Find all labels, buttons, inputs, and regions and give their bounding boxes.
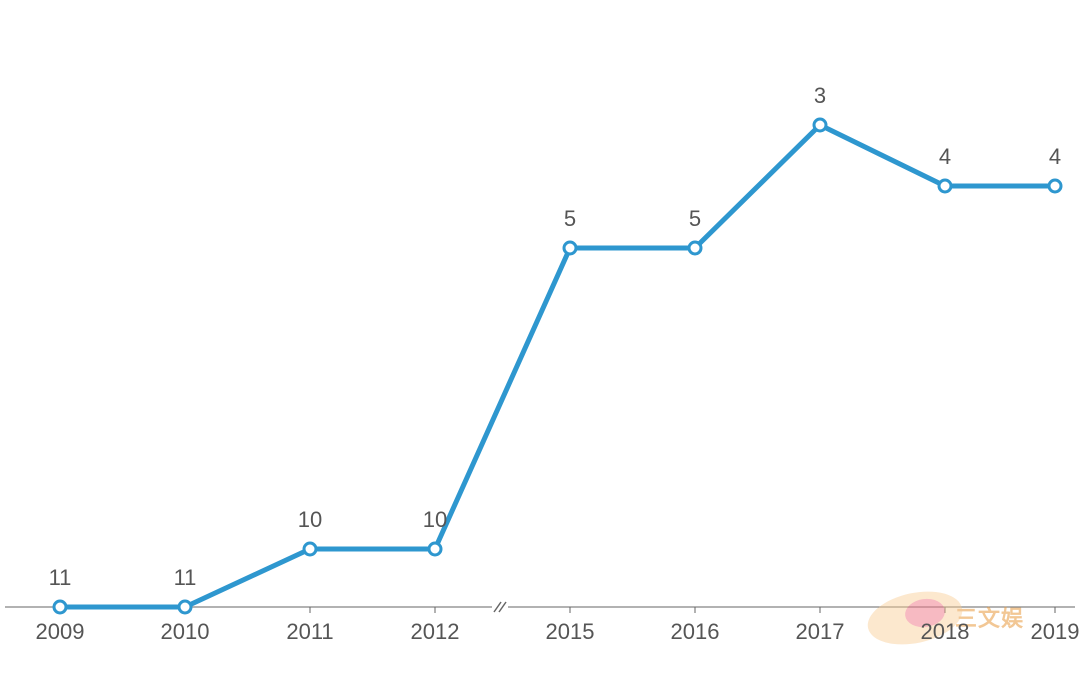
x-axis-label: 2018 [921,619,970,645]
data-point-label: 10 [298,507,322,533]
x-axis-label: 2010 [161,619,210,645]
x-axis-label: 2012 [411,619,460,645]
x-axis-label: 2011 [286,619,333,645]
x-axis-label: 2009 [36,619,85,645]
data-point-label: 4 [1049,144,1061,170]
data-point-label: 4 [939,144,951,170]
data-point-label: 11 [174,565,197,591]
data-point-label: 11 [49,565,72,591]
x-axis-label: 2016 [671,619,720,645]
data-point-label: 5 [564,206,576,232]
x-axis-label: 2015 [546,619,595,645]
data-point-label: 3 [814,83,826,109]
chart-svg [0,0,1080,676]
data-point-label: 10 [423,507,447,533]
data-point-label: 5 [689,206,701,232]
x-axis-label: 2019 [1031,619,1080,645]
x-axis-label: 2017 [796,619,845,645]
line-chart: 三文娱 200911201011201110201210201552016520… [0,0,1080,676]
